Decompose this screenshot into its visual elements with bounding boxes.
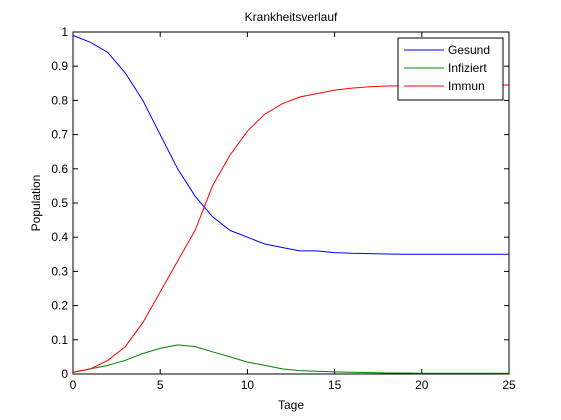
x-tick-label: 5 xyxy=(157,378,164,392)
legend-label-gesund: Gesund xyxy=(448,43,490,57)
legend-label-infiziert: Infiziert xyxy=(448,61,487,75)
chart-title: Krankheitsverlauf xyxy=(245,10,338,24)
y-tick-label: 0.4 xyxy=(51,230,68,244)
y-axis-label: Population xyxy=(29,175,43,232)
legend: Gesund Infiziert Immun xyxy=(397,37,504,101)
y-tick-label: 0.7 xyxy=(51,128,68,142)
x-tick-label: 15 xyxy=(328,378,342,392)
series-line-gesund xyxy=(72,34,509,255)
ticks-group: 0 5 10 15 20 25 0 0.1 0.2 0.3 0.4 0.5 0.6 0.7 0.8 0.9 1 xyxy=(51,25,516,392)
y-tick-label: 0 xyxy=(61,367,68,381)
series-line-infiziert xyxy=(72,344,509,374)
y-tick-label: 0.1 xyxy=(51,333,68,347)
x-tick-label: 10 xyxy=(241,378,255,392)
y-tick-label: 0.9 xyxy=(51,59,68,73)
y-tick-label: 1 xyxy=(61,25,68,39)
legend-box xyxy=(397,37,504,101)
y-tick-label: 0.2 xyxy=(51,299,68,313)
x-tick-label: 25 xyxy=(502,378,516,392)
y-tick-label: 0.6 xyxy=(51,162,68,176)
y-tick-label: 0.5 xyxy=(51,196,68,210)
y-tick-label: 0.8 xyxy=(51,93,68,107)
x-tick-label: 20 xyxy=(415,378,429,392)
x-tick-label: 0 xyxy=(70,378,77,392)
legend-label-immun: Immun xyxy=(448,79,485,93)
x-axis-label: Tage xyxy=(278,398,304,412)
y-tick-label: 0.3 xyxy=(51,264,68,278)
